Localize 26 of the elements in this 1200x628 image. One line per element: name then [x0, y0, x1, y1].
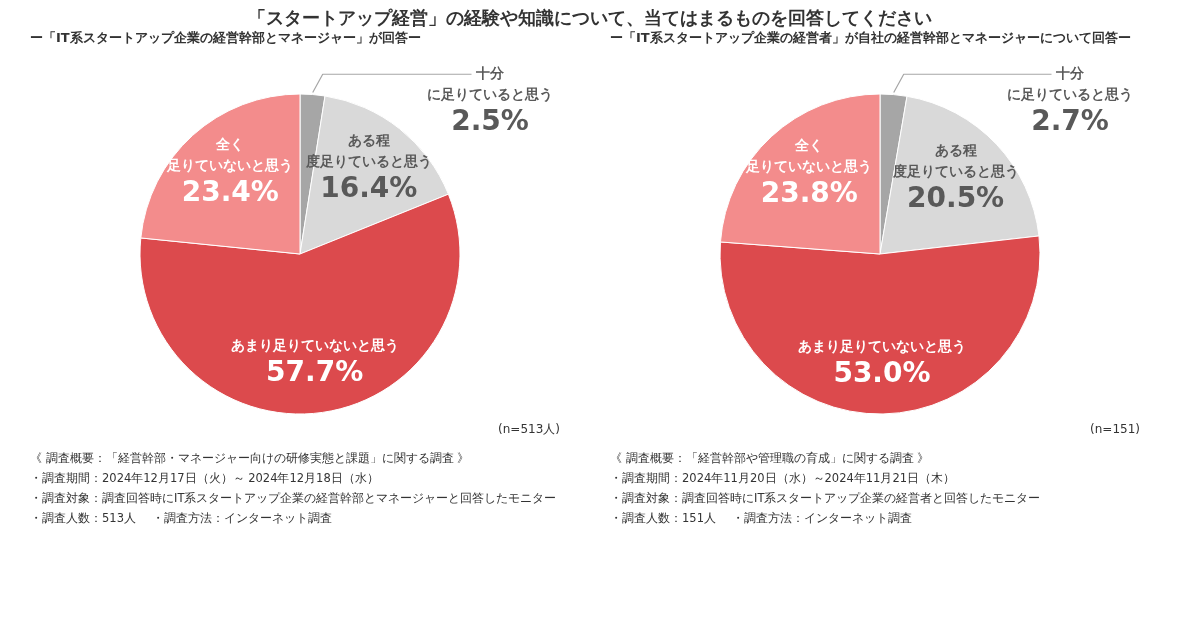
data-label: 2.7% [1031, 104, 1109, 137]
text: 《 調査概要：「経営幹部や管理職の育成」に関する調査 》 [610, 451, 930, 465]
text: ・調査対象：調査回答時にIT系スタートアップ企業の経営幹部とマネージャーと回答したモニター [30, 491, 557, 505]
data-label: 2.5% [451, 104, 529, 137]
text: ・調査対象：調査回答時にIT系スタートアップ企業の経営者と回答したモニター [610, 491, 1041, 505]
data-label: 20.5% [907, 180, 1005, 214]
text: ・調査期間：2024年11月20日（水）～2024年11月21日（木） [610, 471, 956, 485]
text: ・調査人数：151人 ・調査方法：インターネット調査 [610, 511, 912, 525]
text: (n=513人) [498, 422, 560, 436]
data-label: 23.4% [181, 174, 279, 208]
data-label: 53.0% [833, 355, 931, 389]
data-label: 57.7% [266, 354, 364, 388]
slice-label: 十分に足りていると思う [427, 65, 553, 102]
slice-label: あまり足りていないと思う [797, 337, 966, 354]
chart-subtitle: ー「IT系スタートアップ企業の経営者」が自社の経営幹部とマネージャーについて回答ー [610, 30, 1131, 45]
data-label: 23.8% [760, 175, 858, 209]
slice-label: あまり足りていないと思う [230, 336, 399, 353]
slice-label: ある程度足りていると思う [891, 141, 1019, 179]
text: ・調査期間：2024年12月17日（火）～ 2024年12月18日（水） [30, 471, 379, 485]
text: ・調査人数：513人 ・調査方法：インターネット調査 [30, 511, 332, 525]
text: (n=151) [1090, 422, 1140, 436]
slice-label: 十分に足りていると思う [1007, 65, 1133, 102]
data-label: 16.4% [320, 170, 418, 204]
text: 「スタートアップ経営」の経験や知識について、当てはまるものを回答してください [248, 7, 932, 28]
chart-subtitle: ー「IT系スタートアップ企業の経営幹部とマネージャー」が回答ー [30, 30, 421, 45]
text: 《 調査概要：「経営幹部・マネージャー向けの研修実態と課題」に関する調査 》 [30, 451, 470, 465]
